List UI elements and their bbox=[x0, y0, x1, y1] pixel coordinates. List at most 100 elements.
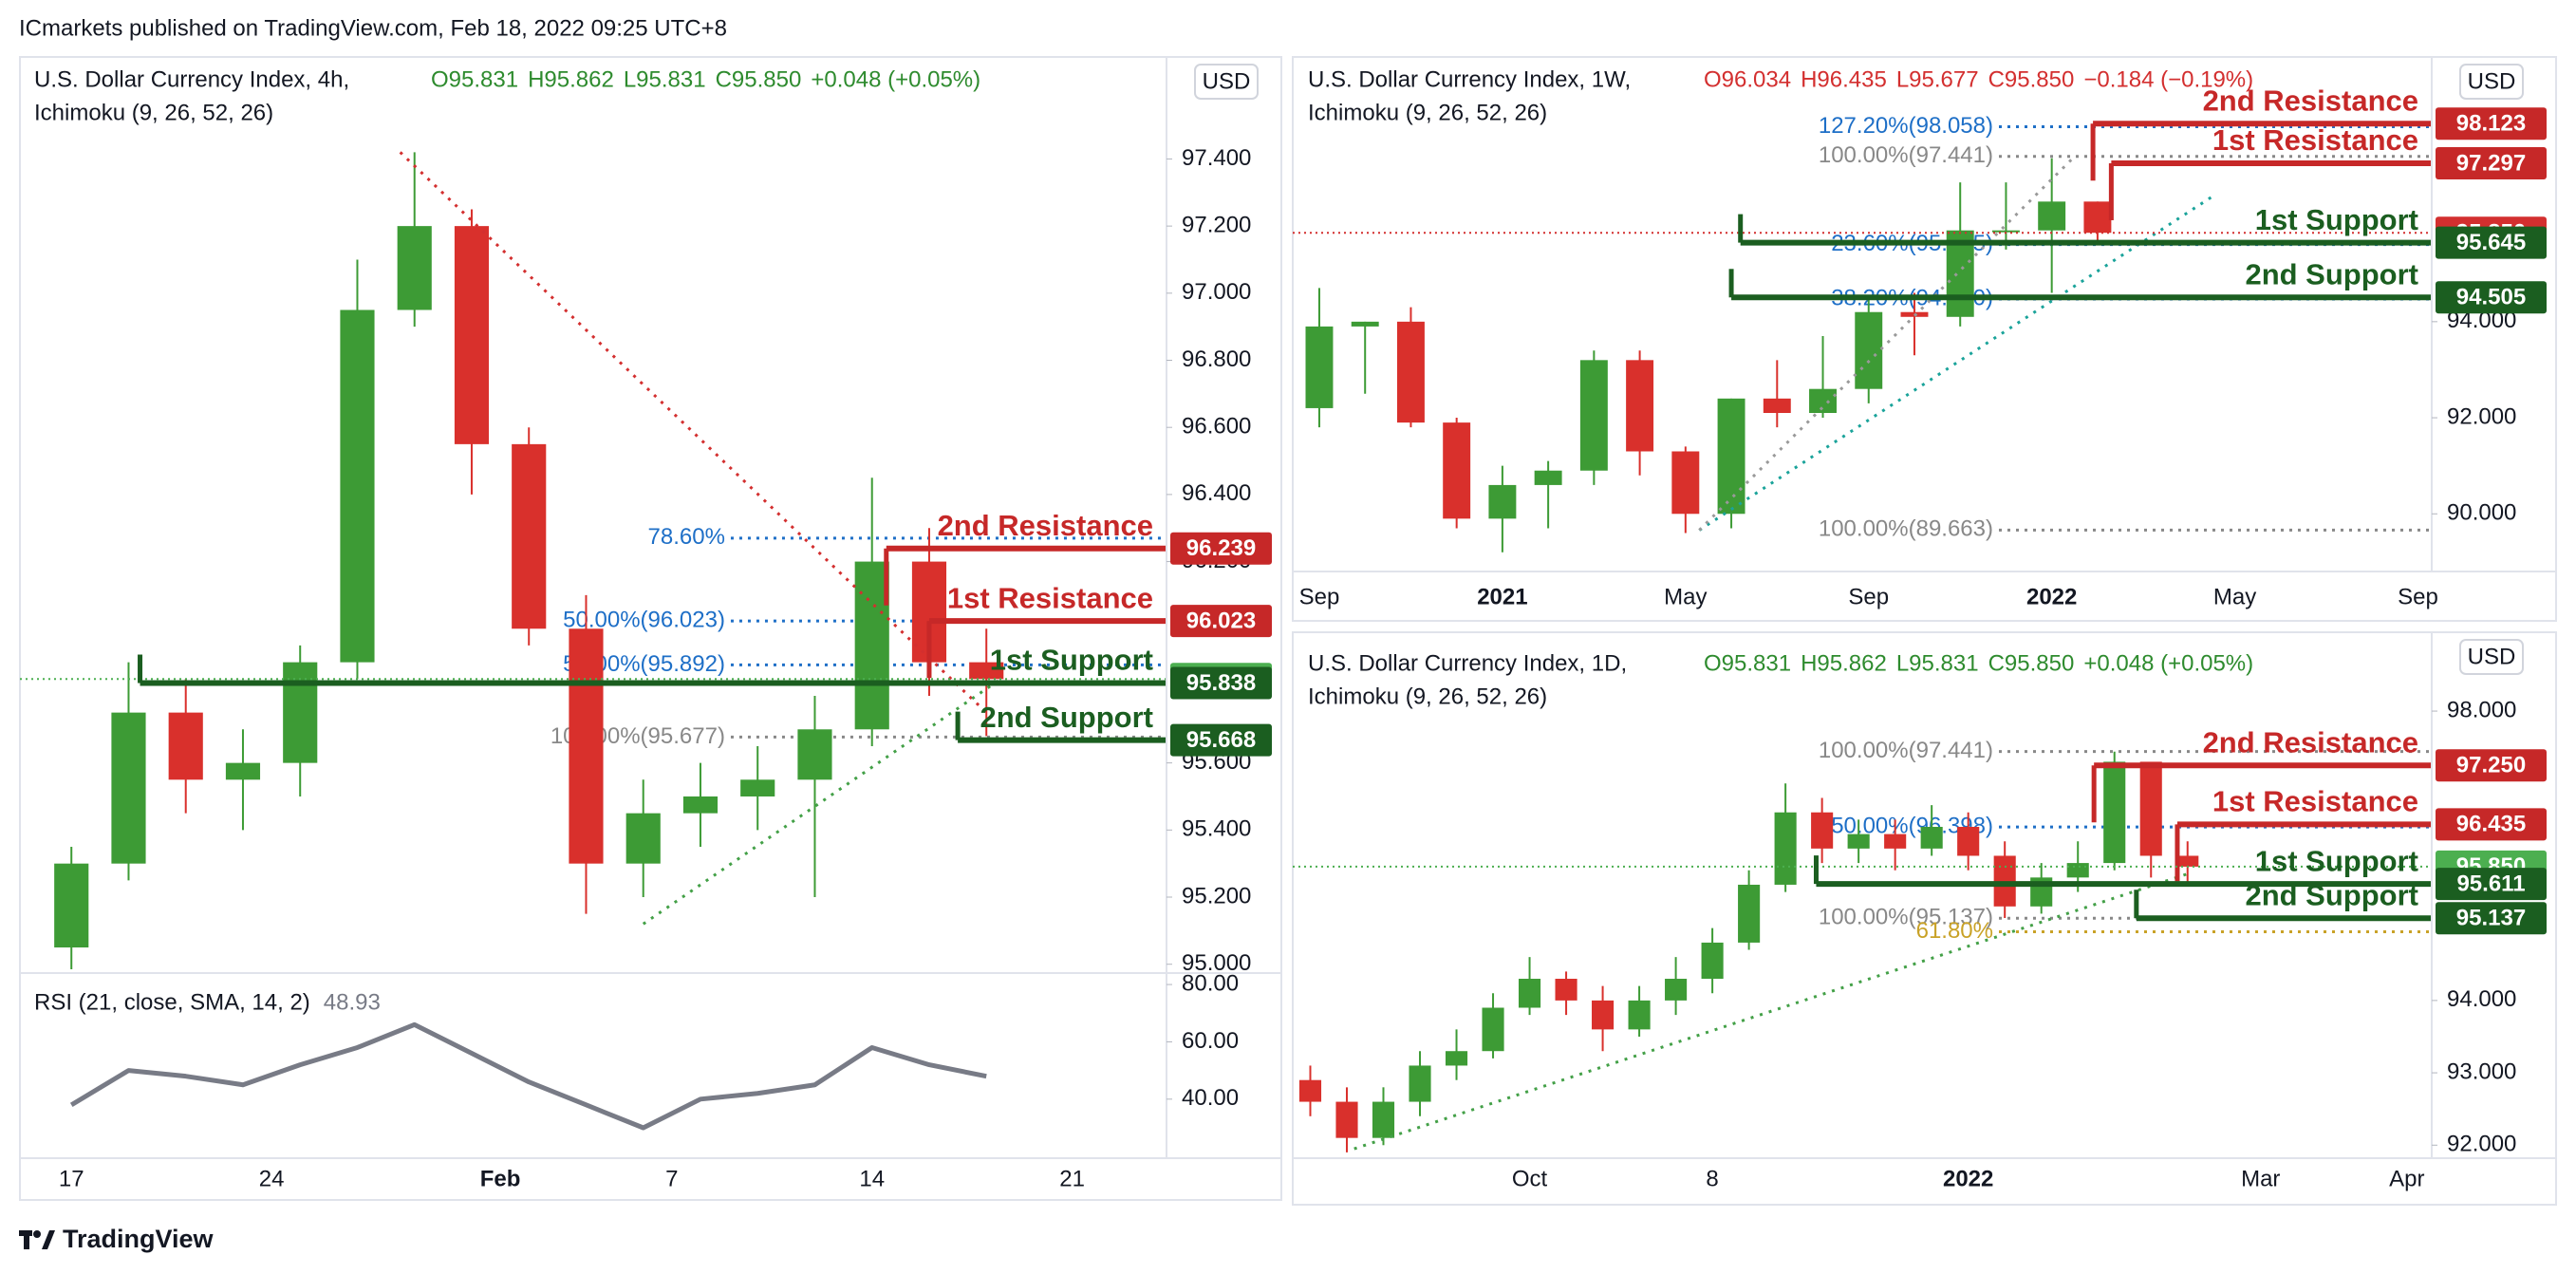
candle-body bbox=[1809, 388, 1837, 413]
candle-body bbox=[1445, 1051, 1468, 1066]
y-tick-label: 97.000 bbox=[1182, 279, 1251, 305]
x-tick-label: 2022 bbox=[1943, 1166, 1993, 1191]
candle-body bbox=[682, 796, 719, 814]
x-tick-label: 7 bbox=[665, 1166, 678, 1191]
price-label: 95.645 bbox=[2456, 230, 2526, 255]
x-tick-label: 14 bbox=[859, 1166, 885, 1191]
price-label: 95.838 bbox=[1186, 670, 1256, 696]
price-label: 96.239 bbox=[1186, 535, 1256, 561]
fib-label: 50.00%(96.023) bbox=[563, 607, 725, 632]
candle-body bbox=[797, 729, 832, 780]
level-name: 2nd Resistance bbox=[938, 509, 1153, 542]
ohlc-value: C95.850 bbox=[1988, 66, 2075, 92]
price-label: 95.611 bbox=[2456, 871, 2525, 896]
candle-body bbox=[454, 226, 490, 444]
candle-body bbox=[1555, 979, 1577, 1001]
x-tick-label: Apr bbox=[2389, 1166, 2424, 1191]
currency-badge bbox=[2459, 64, 2524, 100]
candle-body bbox=[1774, 812, 1797, 885]
x-tick-label: 21 bbox=[1059, 1166, 1085, 1191]
indicator-label: Ichimoku (9, 26, 52, 26) bbox=[1308, 100, 1547, 125]
price-label: 96.435 bbox=[2456, 812, 2526, 837]
ohlc-value: H95.862 bbox=[1801, 650, 1887, 676]
x-tick-label: 2022 bbox=[2026, 584, 2077, 609]
rsi-tick-label: 40.00 bbox=[1182, 1085, 1239, 1111]
chart-title: U.S. Dollar Currency Index, 1W, bbox=[1308, 66, 1631, 92]
ohlc-value: O95.831 bbox=[1704, 650, 1791, 676]
candle-body bbox=[1738, 884, 1761, 943]
y-tick-label: 96.800 bbox=[1182, 347, 1251, 372]
x-tick-label: Sep bbox=[1848, 584, 1889, 609]
ohlc-value: C95.850 bbox=[1988, 650, 2075, 676]
panel-frame bbox=[19, 56, 1282, 1201]
candle-body bbox=[854, 561, 889, 730]
ohlc-value: H95.862 bbox=[528, 66, 614, 92]
price-label-box bbox=[2436, 226, 2547, 259]
x-tick-label: Oct bbox=[1512, 1166, 1548, 1191]
candle-body bbox=[1671, 451, 1700, 515]
candle-body bbox=[1920, 826, 1943, 849]
candle-body bbox=[2176, 855, 2199, 867]
y-tick-label: 93.000 bbox=[2447, 1059, 2516, 1084]
rsi-last: 48.93 bbox=[324, 989, 381, 1015]
candle-body bbox=[111, 712, 146, 864]
candle-body bbox=[1518, 979, 1541, 1008]
currency: USD bbox=[2468, 644, 2516, 669]
publisher-line: ICmarkets published on TradingView.com, … bbox=[19, 15, 727, 41]
plot-area: 100.00%(97.441)50.00%(96.398)100.00%(95.… bbox=[1293, 725, 2432, 1152]
panel-frame bbox=[1292, 631, 2557, 1206]
price-label: 95.137 bbox=[2456, 906, 2526, 931]
candle-body bbox=[1579, 360, 1608, 471]
rsi-tick-label: 80.00 bbox=[1182, 970, 1239, 996]
fib-label: 100.00%(97.441) bbox=[1819, 142, 1993, 168]
price-label: 95.668 bbox=[1186, 727, 1256, 753]
currency: USD bbox=[2468, 68, 2516, 94]
x-tick-label: May bbox=[1664, 584, 1707, 609]
price-label-box bbox=[2436, 146, 2547, 179]
level-name: 2nd Support bbox=[980, 701, 1153, 734]
candle-body bbox=[1482, 1007, 1504, 1052]
x-tick-label: May bbox=[2213, 584, 2256, 609]
x-tick-label: 24 bbox=[259, 1166, 285, 1191]
currency: USD bbox=[1203, 68, 1251, 94]
level-name: 2nd Support bbox=[2245, 257, 2418, 290]
candle-body bbox=[1763, 398, 1791, 413]
candle-body bbox=[2083, 201, 2112, 234]
ohlc-value: L95.677 bbox=[1896, 66, 1979, 92]
level-name: 1st Support bbox=[2255, 203, 2418, 236]
price-label-box bbox=[1170, 605, 1272, 638]
level-name: 1st Resistance bbox=[2212, 123, 2418, 157]
candle-body bbox=[1991, 230, 2020, 233]
trendline bbox=[1698, 155, 2076, 532]
currency-badge bbox=[1194, 64, 1259, 100]
y-tick-label: 95.200 bbox=[1182, 883, 1251, 909]
level-name: 2nd Support bbox=[2245, 878, 2418, 911]
fib-label: 78.60% bbox=[648, 524, 725, 550]
price-label-box bbox=[1170, 666, 1272, 700]
level-name: 1st Resistance bbox=[947, 581, 1153, 614]
trendline bbox=[642, 678, 1002, 926]
candle-body bbox=[1534, 470, 1562, 485]
x-tick-label: 2021 bbox=[1477, 584, 1527, 609]
candle-body bbox=[2103, 761, 2126, 864]
y-tick-label: 92.000 bbox=[2447, 403, 2516, 429]
fib-label: 127.20%(98.058) bbox=[1819, 113, 1993, 139]
candle-body bbox=[1665, 979, 1688, 1001]
candle-body bbox=[1396, 321, 1425, 423]
y-tick-label: 95.000 bbox=[1182, 950, 1251, 976]
level-name: 1st Support bbox=[2255, 844, 2418, 877]
level-name: 2nd Resistance bbox=[2203, 725, 2418, 759]
brand-logo bbox=[19, 1230, 55, 1249]
candle-body bbox=[1351, 321, 1379, 327]
y-tick-label: 90.000 bbox=[2447, 500, 2516, 526]
candle-body bbox=[1488, 484, 1517, 519]
candle-body bbox=[1701, 942, 1724, 980]
price-label-box bbox=[2436, 902, 2547, 935]
price-label-box bbox=[2436, 281, 2547, 314]
level-name: 2nd Resistance bbox=[2203, 84, 2418, 117]
ohlc-value: O96.034 bbox=[1704, 66, 1791, 92]
candle-body bbox=[512, 443, 547, 629]
candle-body bbox=[397, 226, 432, 310]
